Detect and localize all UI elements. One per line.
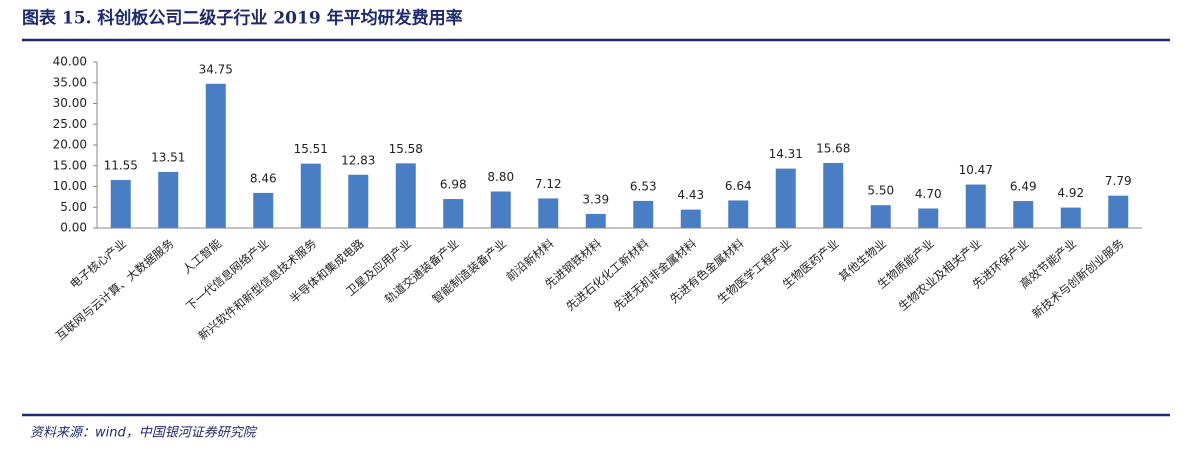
- value-label: 15.58: [389, 142, 423, 156]
- y-tick-label: 0.00: [60, 221, 87, 235]
- value-label: 3.39: [582, 192, 609, 206]
- y-tick-label: 10.00: [53, 179, 87, 193]
- y-tick-label: 25.00: [53, 117, 87, 131]
- value-label: 34.75: [199, 62, 233, 76]
- value-label: 7.12: [535, 177, 562, 191]
- value-label: 8.46: [250, 171, 277, 185]
- bar: [775, 168, 796, 228]
- chart-title: 图表 15. 科创板公司二级子行业 2019 年平均研发费用率: [22, 8, 463, 29]
- x-tick-label: 新技术与创新创业服务: [1029, 236, 1126, 321]
- y-tick-label: 20.00: [53, 138, 87, 152]
- bar: [443, 199, 464, 228]
- bar: [918, 208, 939, 228]
- bar: [823, 162, 844, 228]
- bar: [585, 213, 606, 228]
- bar: [110, 180, 131, 228]
- bar: [490, 191, 511, 228]
- bar: [870, 205, 891, 228]
- value-label: 15.68: [816, 141, 850, 155]
- bar: [158, 171, 179, 228]
- x-tick-label: 下一代信息网络产业: [183, 236, 271, 313]
- value-label: 4.70: [915, 187, 942, 201]
- y-tick-label: 30.00: [53, 96, 87, 110]
- y-tick-label: 40.00: [53, 55, 87, 69]
- bar: [965, 184, 986, 228]
- bar: [395, 163, 416, 228]
- bar: [1108, 195, 1129, 228]
- x-tick-label: 人工智能: [180, 236, 225, 277]
- value-label: 12.83: [341, 153, 375, 167]
- value-label: 14.31: [769, 147, 803, 161]
- x-tick-label: 先进石化化工新材料: [563, 236, 652, 314]
- bar: [300, 163, 321, 228]
- value-label: 6.64: [725, 179, 752, 193]
- y-tick-label: 5.00: [60, 200, 87, 214]
- value-label: 6.49: [1010, 180, 1037, 194]
- value-label: 8.80: [487, 170, 514, 184]
- x-tick-label: 先进无机非金属材料: [611, 236, 700, 314]
- value-label: 11.55: [104, 159, 138, 173]
- x-tick-label: 生物农业及相关产业: [896, 236, 984, 313]
- value-label: 4.92: [1057, 186, 1084, 200]
- value-label: 6.53: [630, 179, 657, 193]
- value-label: 5.50: [867, 184, 894, 198]
- y-tick-label: 15.00: [53, 158, 87, 172]
- bar: [633, 200, 654, 228]
- value-label: 13.51: [151, 150, 185, 164]
- value-label: 4.43: [677, 188, 704, 202]
- bar: [1013, 201, 1034, 228]
- value-label: 7.79: [1105, 174, 1132, 188]
- y-tick-label: 35.00: [53, 75, 87, 89]
- source: 资料来源：wind，中国银河证券研究院: [30, 425, 258, 441]
- value-label: 6.98: [440, 178, 467, 192]
- bar: [728, 200, 749, 228]
- value-label: 15.51: [294, 142, 328, 156]
- bar: [205, 83, 226, 228]
- bar: [680, 209, 701, 228]
- bar: [538, 198, 559, 228]
- bar: [348, 174, 369, 228]
- bar: [253, 192, 274, 228]
- value-label: 10.47: [959, 163, 993, 177]
- bar: [1060, 207, 1081, 228]
